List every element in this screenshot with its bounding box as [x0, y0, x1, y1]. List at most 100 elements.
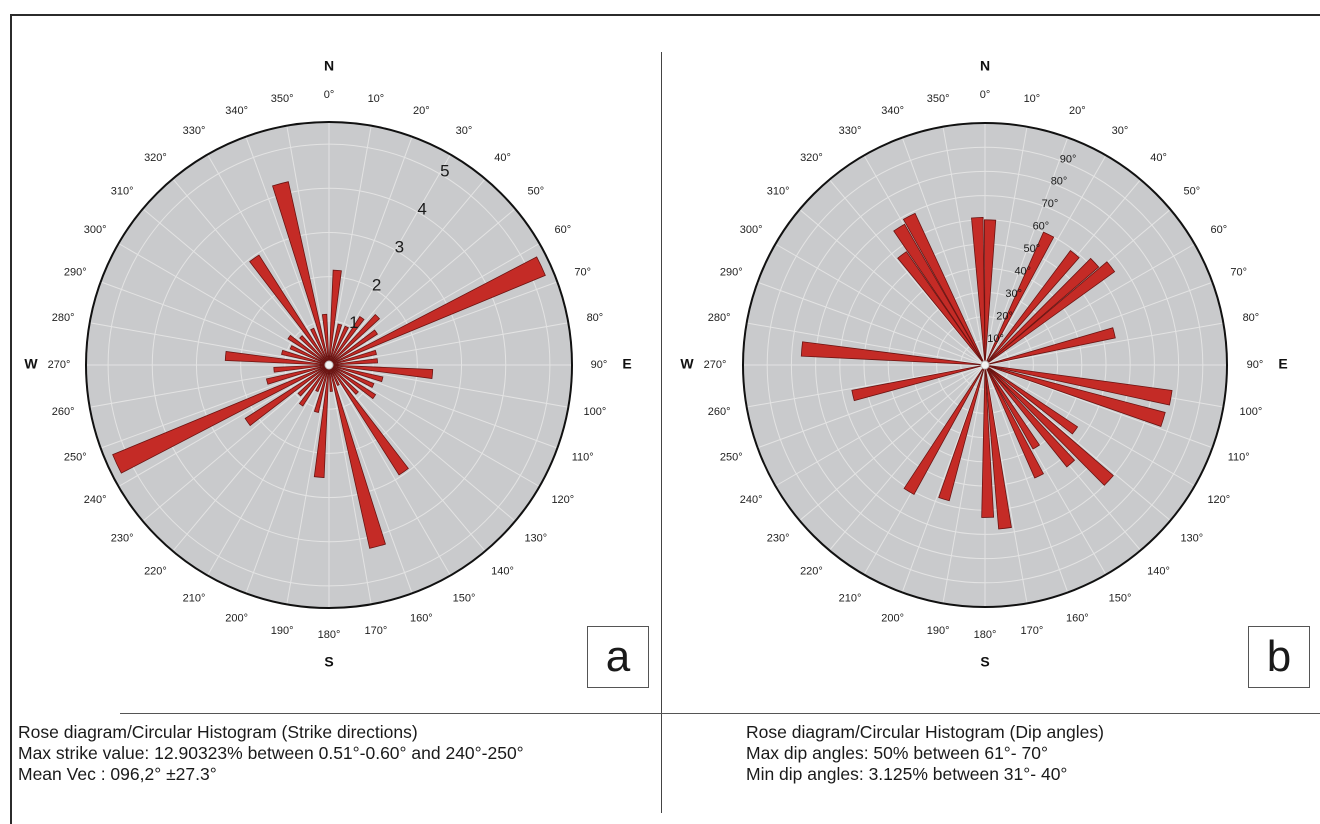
angle-tick-label: 290° — [64, 267, 87, 279]
rose-bar — [971, 216, 986, 366]
angular-gridline — [757, 281, 986, 366]
angle-tick-label: 230° — [767, 532, 790, 544]
angle-tick-label: 200° — [881, 613, 904, 625]
angular-gridline — [286, 125, 330, 366]
angle-tick-label: 240° — [84, 494, 107, 506]
angular-gridline — [328, 364, 558, 449]
angular-gridline — [328, 154, 451, 366]
rose-bar — [315, 364, 330, 393]
caption-dip-max: Max dip angles: 50% between 61°- 70° — [746, 743, 1048, 763]
rose-bar — [902, 212, 986, 366]
rose-bar — [298, 364, 330, 407]
angular-gridline — [328, 364, 451, 576]
rose-bar — [297, 364, 330, 397]
angle-tick-label: 120° — [551, 494, 574, 506]
angle-tick-label: 50° — [528, 185, 545, 197]
radial-tick-label: 20° — [996, 310, 1013, 322]
radial-tick-label: 50° — [1024, 243, 1041, 255]
angular-gridline — [775, 364, 986, 487]
radial-tick-label: 3 — [395, 237, 404, 256]
rose-bar — [310, 327, 330, 366]
angular-gridline — [328, 136, 413, 366]
angle-tick-label: 200° — [225, 613, 248, 625]
angular-gridline — [328, 364, 486, 552]
rose-bar — [984, 257, 1100, 366]
rose-bar — [984, 364, 1012, 530]
angle-tick-label: 300° — [740, 224, 763, 236]
radial-tick-label: 90° — [1060, 153, 1077, 165]
angle-tick-label: 350° — [927, 93, 950, 105]
figure-frame — [10, 14, 1320, 824]
angle-tick-label: 260° — [708, 406, 731, 418]
angular-gridline — [207, 154, 330, 366]
rose-bar — [313, 364, 330, 478]
angle-tick-label: 110° — [1228, 451, 1250, 463]
angular-gridline — [984, 364, 1028, 604]
rose-bar — [984, 364, 1079, 435]
rose-bar — [328, 364, 340, 386]
angle-tick-label: 150° — [1109, 593, 1132, 605]
rose-bar — [328, 256, 546, 366]
rose-bar — [328, 325, 349, 366]
angle-tick-label: 340° — [881, 105, 904, 117]
rose-bar — [328, 323, 343, 366]
rose-bar — [328, 364, 359, 395]
rose-bar — [244, 364, 330, 427]
angle-tick-label: 290° — [720, 267, 743, 279]
rose-bar — [984, 364, 1114, 486]
cardinal-label-w: W — [680, 356, 694, 372]
radial-tick-label: 60° — [1033, 221, 1050, 233]
radial-tick-label: 70° — [1042, 198, 1059, 210]
angle-tick-label: 270° — [704, 359, 727, 371]
cardinal-label-s: S — [980, 654, 989, 670]
angle-tick-label: 190° — [271, 625, 294, 637]
angular-gridline — [328, 364, 516, 522]
rose-bar — [984, 364, 1076, 468]
rose-bar — [328, 316, 365, 366]
angular-gridline — [984, 126, 1028, 366]
angle-tick-label: 20° — [1069, 105, 1086, 117]
center-point — [980, 360, 990, 370]
angular-gridline — [328, 364, 569, 408]
angle-tick-label: 10° — [1024, 93, 1041, 105]
angle-tick-label: 180° — [974, 629, 997, 641]
center-point — [324, 360, 334, 370]
angle-tick-label: 260° — [52, 406, 75, 418]
angle-tick-label: 190° — [927, 625, 950, 637]
angular-gridline — [172, 364, 330, 552]
rose-diagram-dip: 10° 20° 30° 40° 50° 60° 70° 80° 90° 0° 10° 20° 30° 40… — [680, 58, 1287, 670]
angular-gridline — [245, 364, 330, 594]
angular-gridline — [328, 364, 372, 605]
angle-tick-label: 130° — [1180, 532, 1203, 544]
angle-tick-label: 110° — [572, 451, 594, 463]
angular-gridline — [829, 179, 986, 366]
angular-gridline — [984, 364, 1213, 449]
rose-bar — [265, 364, 330, 385]
cardinal-label-e: E — [1278, 356, 1287, 372]
angle-tick-label: 210° — [839, 593, 862, 605]
angular-gridline — [328, 281, 558, 366]
rose-bar — [984, 250, 1080, 366]
angle-tick-label: 240° — [740, 494, 763, 506]
angle-tick-label: 90° — [591, 359, 608, 371]
rose-bar — [984, 364, 1044, 479]
rose-bar — [328, 329, 378, 366]
angle-tick-label: 120° — [1207, 494, 1230, 506]
radial-tick-label: 2 — [372, 275, 381, 294]
angle-tick-label: 280° — [708, 312, 731, 324]
angular-gridline — [984, 281, 1213, 366]
caption-strike-max: Max strike value: 12.90323% between 0.51… — [18, 743, 524, 763]
caption-dip-min: Min dip angles: 3.125% between 31°- 40° — [746, 764, 1068, 784]
rose-bar — [984, 364, 1166, 427]
angle-tick-label: 0° — [324, 89, 335, 101]
rose-bar — [981, 364, 995, 518]
angle-tick-label: 250° — [64, 451, 87, 463]
angle-tick-label: 20° — [413, 105, 430, 117]
angular-gridline — [328, 178, 486, 366]
angular-gridline — [829, 364, 986, 551]
radial-tick-label: 80° — [1051, 176, 1068, 188]
angular-gridline — [901, 364, 986, 593]
radial-tick-label: 40° — [1014, 265, 1031, 277]
rose-bar — [272, 181, 330, 366]
rose-bar — [289, 345, 330, 366]
